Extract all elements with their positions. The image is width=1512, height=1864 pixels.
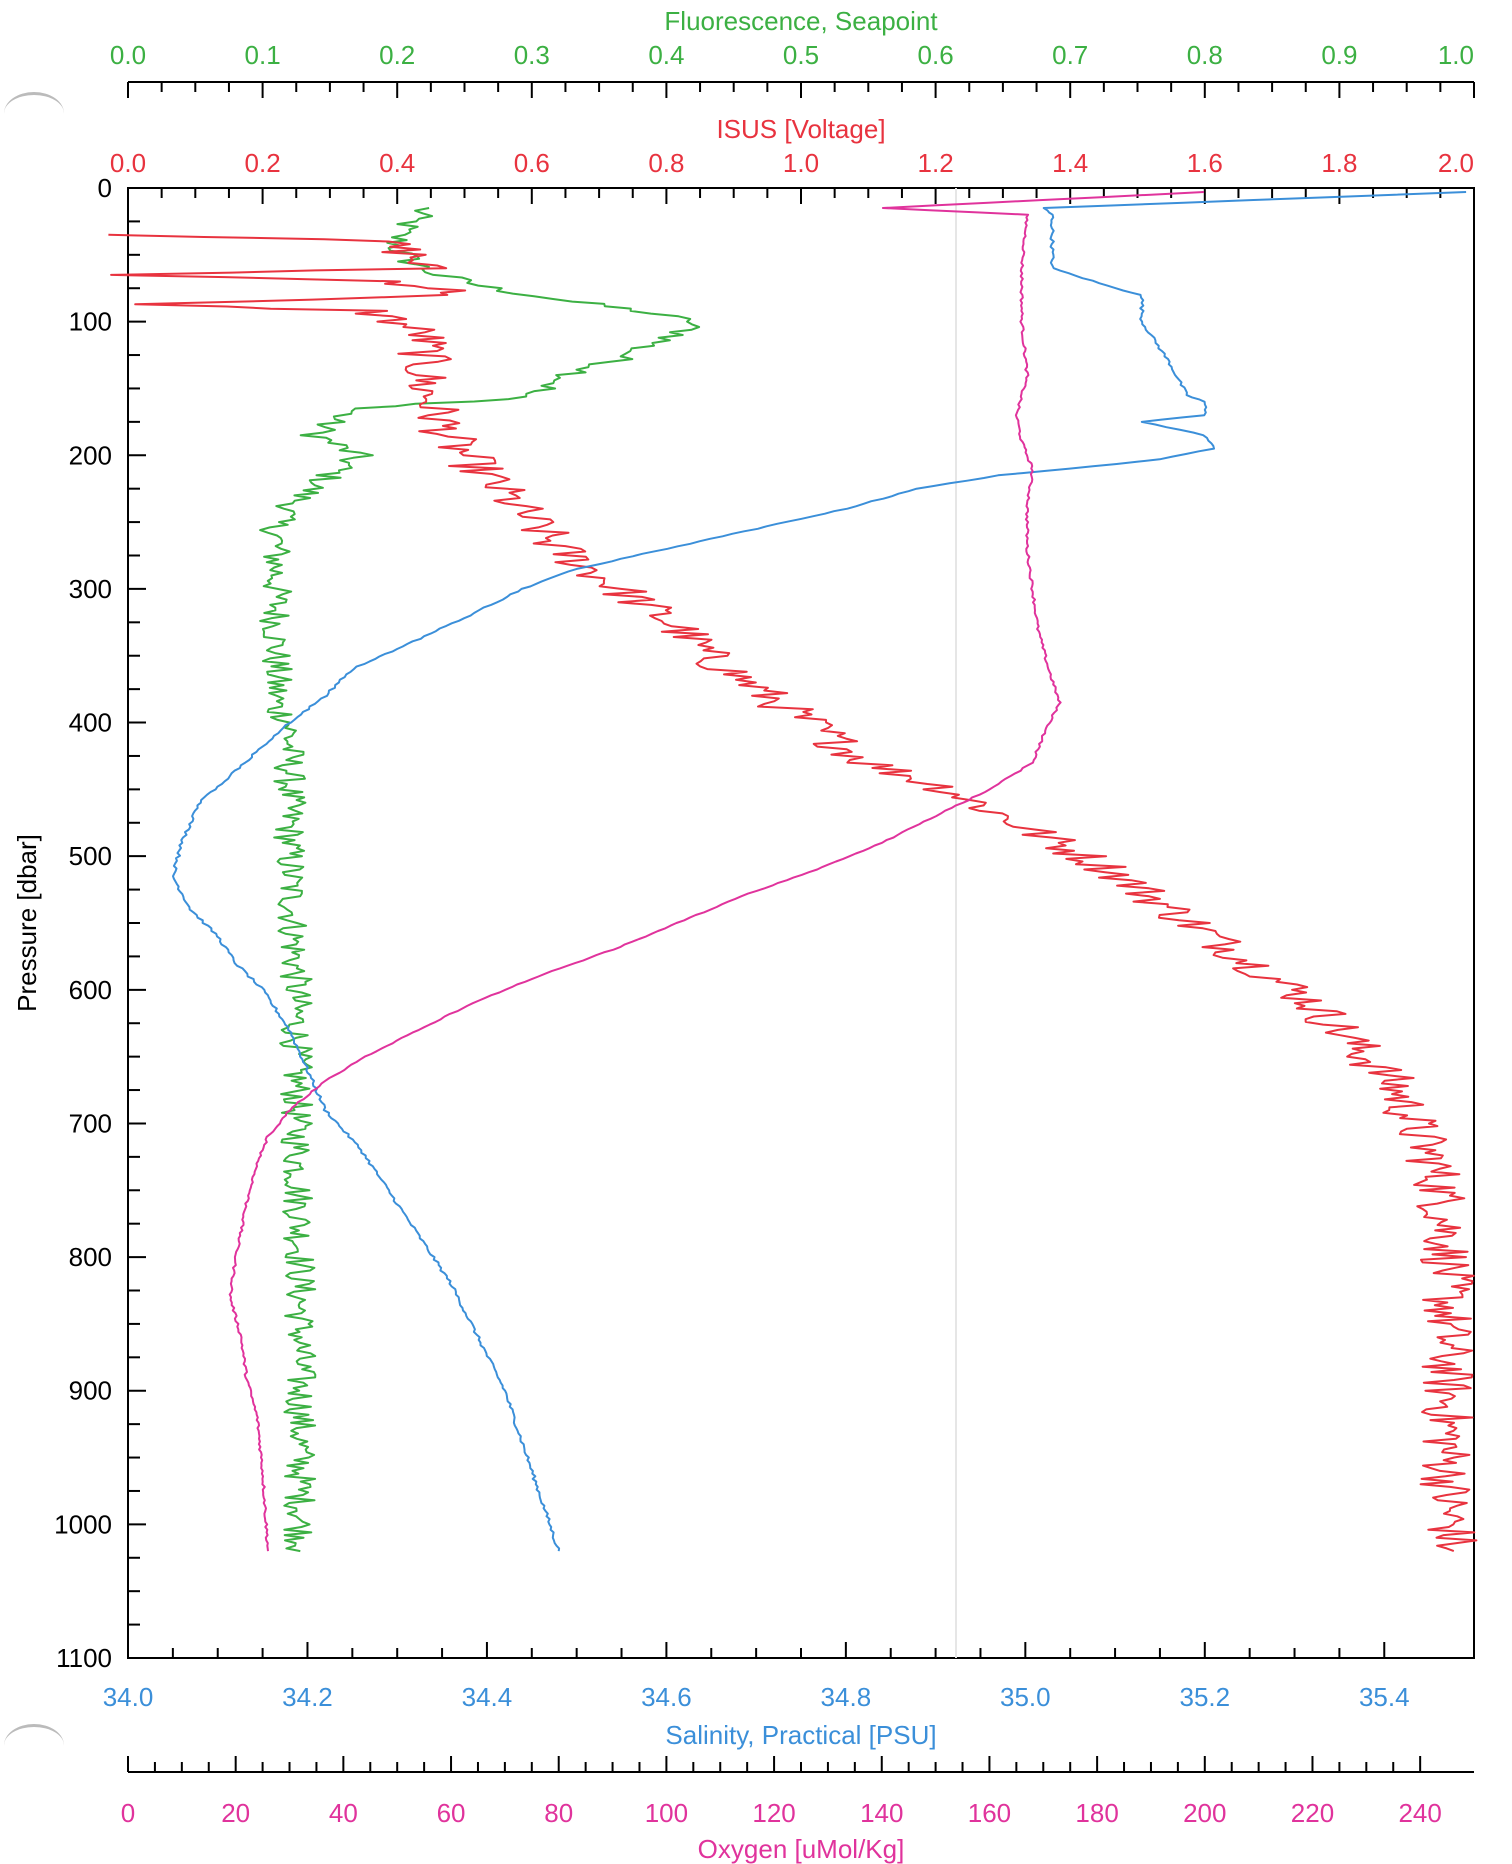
salinity-tick-label: 34.6 (641, 1682, 692, 1712)
salinity-tick-label: 34.2 (282, 1682, 333, 1712)
oxygen-tick-label: 100 (645, 1798, 688, 1828)
fluorescence-tick-label: 0.8 (1187, 40, 1223, 70)
oxygen-tick-label: 120 (752, 1798, 795, 1828)
pressure-tick-label: 1100 (56, 1643, 112, 1673)
isus-tick-label: 0.0 (110, 148, 146, 178)
oxygen-axis-title: Oxygen [uMol/Kg] (698, 1834, 905, 1864)
isus-axis-title: ISUS [Voltage] (716, 114, 885, 144)
pressure-tick-label: 0 (98, 173, 112, 203)
fluorescence-tick-label: 0.6 (918, 40, 954, 70)
oxygen-tick-label: 160 (968, 1798, 1011, 1828)
pressure-tick-label: 800 (69, 1242, 112, 1272)
isus-tick-label: 0.6 (514, 148, 550, 178)
isus-tick-label: 1.4 (1052, 148, 1088, 178)
pressure-tick-label: 300 (69, 574, 112, 604)
isus-tick-label: 1.6 (1187, 148, 1223, 178)
fluorescence-tick-label: 1.0 (1438, 40, 1474, 70)
isus-tick-label: 1.8 (1321, 148, 1357, 178)
oxygen-tick-label: 80 (544, 1798, 573, 1828)
binder-hole-top (4, 92, 64, 135)
isus-tick-label: 0.8 (648, 148, 684, 178)
y-axis-title: Pressure [dbar] (12, 834, 42, 1012)
binder-hole-bottom (4, 1724, 64, 1767)
salinity-tick-label: 34.4 (462, 1682, 513, 1712)
salinity-tick-label: 34.8 (821, 1682, 872, 1712)
pressure-tick-label: 500 (69, 841, 112, 871)
oxygen-tick-label: 0 (121, 1798, 135, 1828)
salinity-tick-label: 34.0 (103, 1682, 154, 1712)
pressure-tick-label: 1000 (54, 1509, 112, 1539)
fluorescence-tick-label: 0.3 (514, 40, 550, 70)
salinity-tick-label: 35.0 (1000, 1682, 1051, 1712)
isus-tick-label: 0.2 (245, 148, 281, 178)
oxygen-tick-label: 60 (437, 1798, 466, 1828)
salinity-series-line (172, 191, 1467, 1552)
fluorescence-tick-label: 0.7 (1052, 40, 1088, 70)
oxygen-tick-label: 240 (1398, 1798, 1441, 1828)
salinity-tick-label: 35.4 (1359, 1682, 1410, 1712)
oxygen-tick-label: 220 (1291, 1798, 1334, 1828)
fluorescence-series-line (259, 207, 701, 1553)
pressure-tick-label: 200 (69, 440, 112, 470)
isus-tick-label: 1.2 (918, 148, 954, 178)
isus-series-line (108, 233, 1478, 1553)
oxygen-tick-label: 140 (860, 1798, 903, 1828)
oxygen-tick-label: 200 (1183, 1798, 1226, 1828)
oxygen-tick-label: 20 (221, 1798, 250, 1828)
fluorescence-tick-label: 0.9 (1321, 40, 1357, 70)
fluorescence-tick-label: 0.0 (110, 40, 146, 70)
pressure-tick-label: 100 (69, 307, 112, 337)
salinity-tick-label: 35.2 (1179, 1682, 1230, 1712)
oxygen-series-line (228, 191, 1205, 1552)
fluorescence-tick-label: 0.4 (648, 40, 684, 70)
oxygen-tick-label: 40 (329, 1798, 358, 1828)
oxygen-tick-label: 180 (1075, 1798, 1118, 1828)
fluorescence-tick-label: 0.5 (783, 40, 819, 70)
fluorescence-axis-title: Fluorescence, Seapoint (664, 6, 938, 36)
isus-tick-label: 0.4 (379, 148, 415, 178)
fluorescence-tick-label: 0.1 (245, 40, 281, 70)
pressure-tick-label: 900 (69, 1376, 112, 1406)
fluorescence-tick-label: 0.2 (379, 40, 415, 70)
plot-area (127, 187, 1475, 1659)
salinity-axis-title: Salinity, Practical [PSU] (665, 1720, 936, 1750)
pressure-tick-label: 700 (69, 1108, 112, 1138)
isus-tick-label: 2.0 (1438, 148, 1474, 178)
pressure-tick-label: 400 (69, 708, 112, 738)
pressure-tick-label: 600 (69, 975, 112, 1005)
isus-tick-label: 1.0 (783, 148, 819, 178)
